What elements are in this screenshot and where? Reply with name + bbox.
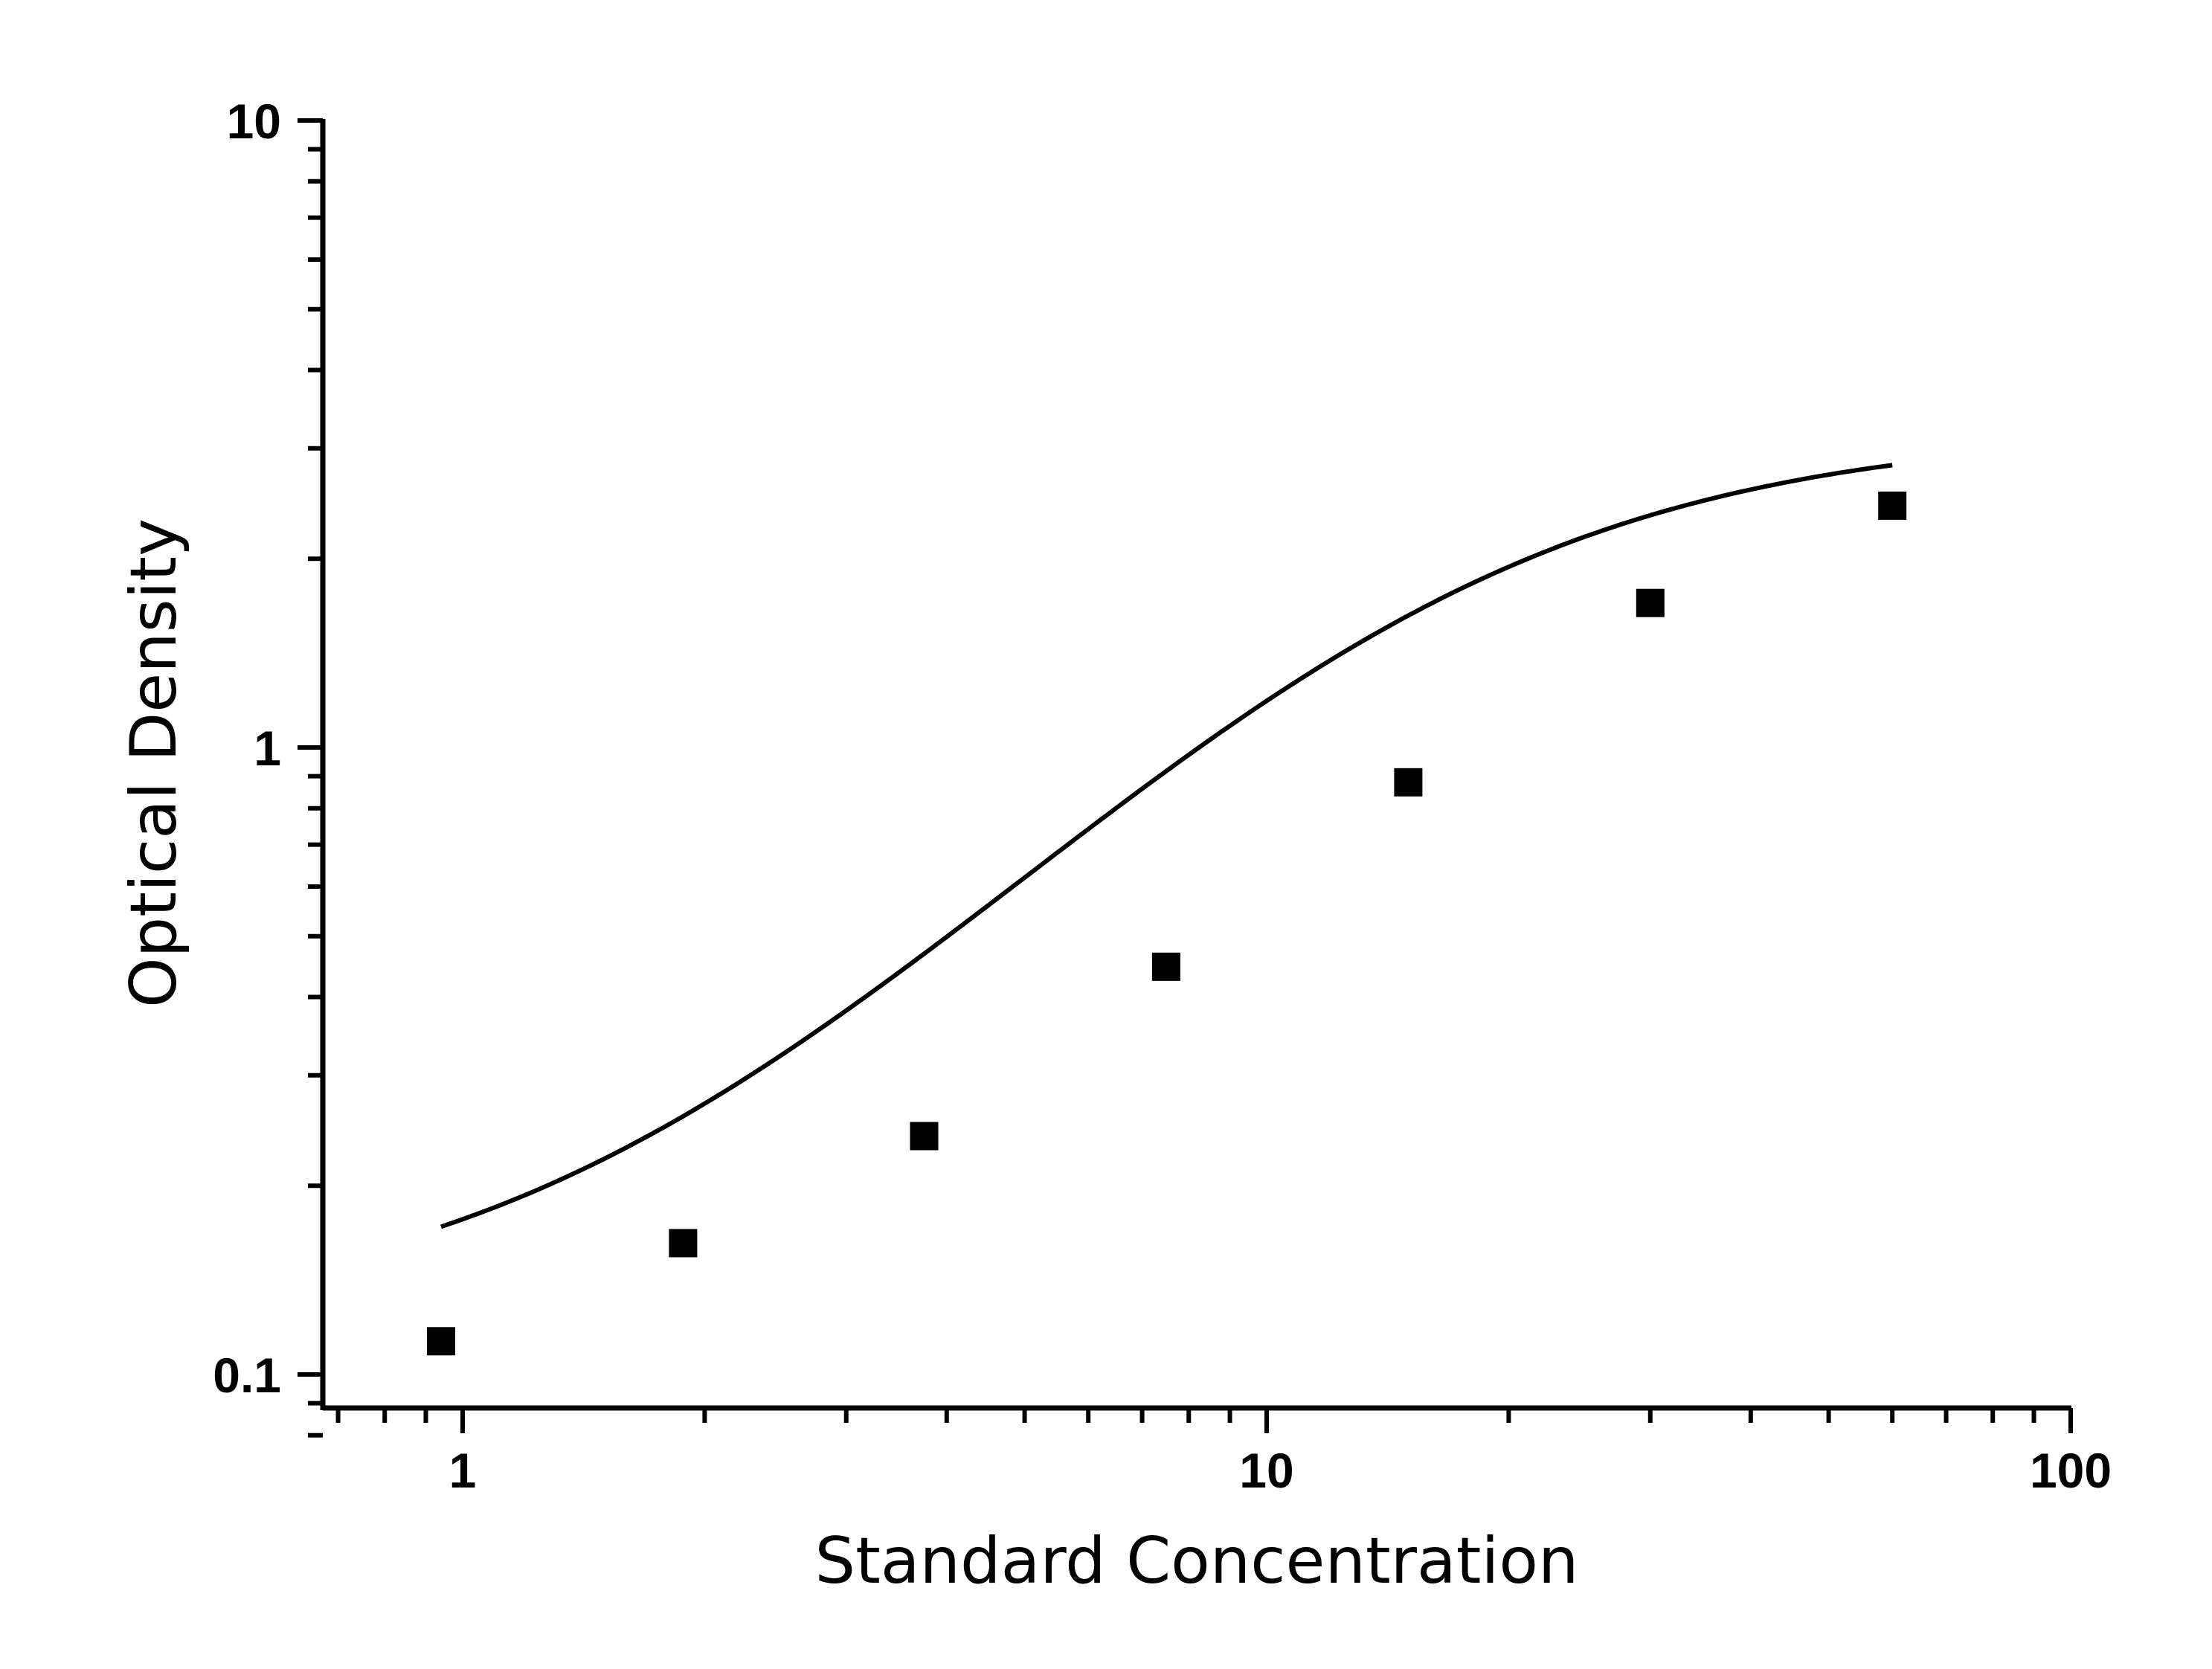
y-axis: 0.1 1 10 bbox=[213, 94, 326, 1438]
data-point bbox=[1878, 491, 1907, 520]
x-axis-title: Standard Concentration bbox=[815, 1524, 1579, 1598]
x-tick-label: 100 bbox=[2030, 1443, 2112, 1498]
data-point bbox=[427, 1327, 455, 1356]
y-axis-title: Optical Density bbox=[117, 518, 191, 1008]
y-tick-label: 10 bbox=[227, 94, 281, 149]
y-major-ticks bbox=[298, 118, 323, 1377]
data-point bbox=[1151, 952, 1180, 981]
x-minor-ticks bbox=[335, 1408, 2036, 1423]
data-point bbox=[669, 1229, 698, 1258]
x-tick-label: 1 bbox=[449, 1443, 477, 1498]
y-tick-labels: 0.1 1 10 bbox=[213, 94, 281, 1403]
fit-curve bbox=[440, 463, 1893, 1229]
x-major-ticks bbox=[460, 1408, 2073, 1433]
x-tick-label: 10 bbox=[1239, 1443, 1293, 1498]
data-point bbox=[910, 1122, 939, 1151]
data-points bbox=[427, 491, 1907, 1356]
x-axis: 1 10 100 bbox=[323, 1405, 2112, 1498]
x-tick-labels: 1 10 100 bbox=[449, 1443, 2112, 1498]
plot-area bbox=[427, 463, 1907, 1356]
y-tick-label: 1 bbox=[254, 721, 281, 776]
y-minor-ticks bbox=[308, 147, 323, 1438]
y-tick-label: 0.1 bbox=[213, 1348, 281, 1403]
data-point bbox=[1636, 588, 1665, 617]
data-point bbox=[1394, 768, 1423, 797]
